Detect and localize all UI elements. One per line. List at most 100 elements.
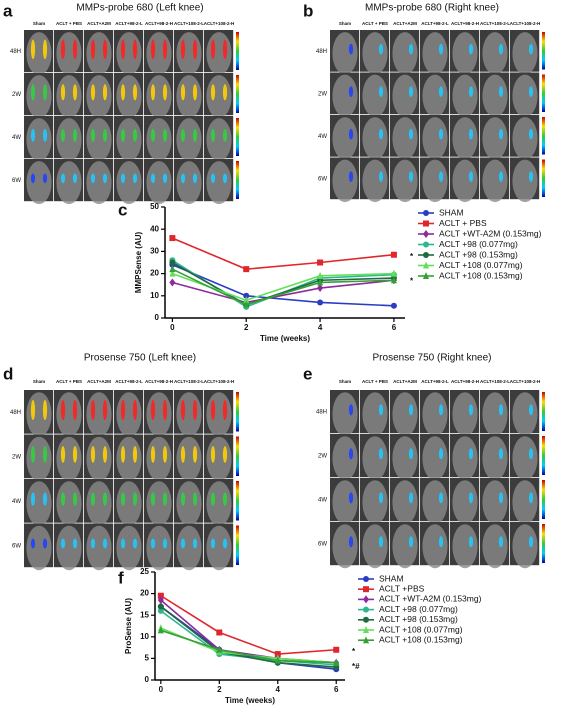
signal-spot (90, 446, 96, 463)
data-point (216, 645, 223, 653)
data-point (243, 266, 250, 273)
signal-spot (528, 43, 534, 55)
signal-spot (348, 448, 354, 460)
signal-spot (102, 400, 108, 421)
mouse-body (56, 118, 82, 162)
mouse-body (422, 117, 448, 160)
legend-label: ACLT +108 (0.153mg) (439, 270, 523, 280)
mouse-body (362, 74, 388, 118)
signal-spot (132, 128, 138, 142)
signal-spot (102, 492, 108, 506)
legend-marker (363, 616, 369, 623)
signal-spot (348, 43, 354, 55)
signal-spot (408, 536, 414, 548)
data-point (243, 292, 250, 299)
panel-letter: e (303, 364, 312, 383)
color-bar (542, 117, 545, 155)
signal-spot (192, 84, 198, 101)
row-label: 6W (318, 542, 327, 548)
signal-spot (192, 39, 198, 60)
legend-label: ACLT +98 (0.077mg) (379, 604, 458, 614)
legend-label: ACLT +98 (0.077mg) (439, 239, 518, 249)
signal-spot (102, 128, 108, 142)
row-label: 4W (12, 135, 21, 141)
signal-spot (348, 128, 354, 140)
mouse-body (56, 392, 82, 437)
column-header: ACLT+108-2-H (510, 21, 541, 26)
mouse-body (452, 480, 478, 525)
mouse-body (176, 75, 202, 119)
mouse-body (206, 392, 232, 437)
mouse-body (146, 75, 172, 119)
signal-spot (528, 492, 534, 504)
y-tick-label: 5 (145, 654, 150, 663)
signal-spot (408, 86, 414, 98)
signal-spot (132, 492, 138, 506)
signal-spot (528, 128, 534, 140)
signal-spot (180, 400, 186, 421)
mouse-body (56, 525, 82, 571)
data-point (390, 269, 397, 277)
signal-spot (210, 173, 216, 184)
annotation: * (352, 647, 356, 656)
signal-spot (72, 173, 78, 184)
signal-spot (222, 538, 228, 549)
panel-letter: b (303, 1, 313, 20)
mouse-body (86, 525, 112, 571)
signal-spot (60, 446, 66, 463)
mouse-body (26, 161, 52, 205)
signal-spot (498, 404, 504, 416)
signal-spot (30, 84, 36, 101)
legend-label: ACLT +108 (0.077mg) (379, 624, 463, 634)
signal-spot (408, 171, 414, 183)
signal-spot (120, 39, 126, 60)
series-line (160, 595, 337, 655)
signal-spot (222, 128, 228, 142)
signal-spot (132, 173, 138, 184)
signal-spot (72, 446, 78, 463)
signal-spot (60, 173, 66, 184)
color-bar (236, 118, 239, 156)
legend-label: SHAM (439, 207, 464, 217)
y-axis-label: MMPSense (AU) (134, 231, 143, 293)
row-label: 48H (10, 410, 21, 416)
mouse-body (362, 480, 388, 525)
mouse-body (332, 480, 358, 525)
mouse-body (116, 481, 142, 526)
signal-spot (120, 492, 126, 506)
y-tick-label: 40 (150, 224, 159, 233)
signal-spot (222, 84, 228, 101)
column-header: Sham (339, 21, 351, 26)
column-header: ACLT+98-2-H (451, 379, 479, 384)
column-header: ACLT+108-2-L (174, 21, 204, 26)
data-point (157, 607, 164, 614)
data-point (157, 626, 164, 634)
row-label: 48H (10, 49, 21, 55)
signal-spot (438, 171, 444, 183)
series-line (172, 268, 394, 306)
signal-spot (192, 128, 198, 142)
column-header: ACLT+A2M (87, 21, 111, 26)
x-tick-label: 4 (276, 685, 281, 694)
column-header: ACLT+A2M (87, 379, 111, 384)
mouse-body (146, 481, 172, 526)
mouse-body (86, 32, 112, 76)
signal-spot (60, 492, 66, 506)
signal-spot (132, 39, 138, 60)
mouse-body (422, 74, 448, 118)
signal-spot (120, 400, 126, 421)
panel-letter: c (118, 200, 127, 219)
signal-spot (72, 538, 78, 549)
signal-spot (60, 39, 66, 60)
mouse-body (422, 436, 448, 481)
row-label: 48H (316, 410, 327, 416)
signal-spot (30, 400, 36, 421)
mouse-body (512, 32, 538, 75)
signal-spot (468, 448, 474, 460)
data-point (274, 651, 281, 658)
row-label: 48H (316, 49, 327, 55)
mouse-body (362, 159, 388, 203)
mouse-body (332, 436, 358, 481)
signal-spot (150, 538, 156, 549)
signal-spot (468, 86, 474, 98)
